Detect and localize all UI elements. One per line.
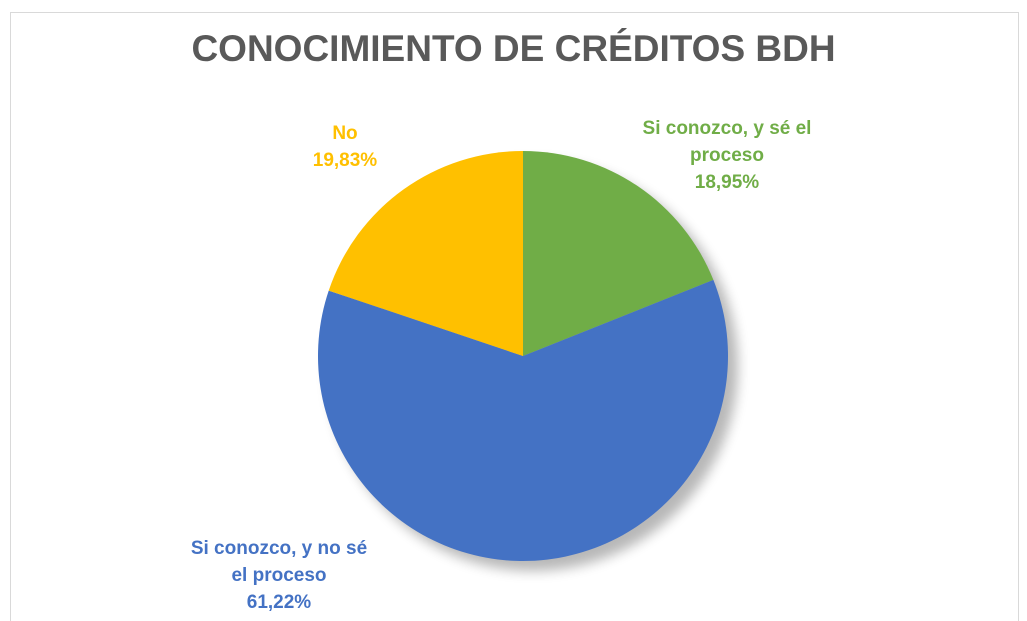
category-label: No bbox=[332, 123, 358, 144]
value-label: 18,95% bbox=[694, 172, 760, 193]
data-label: Si conozco, y sé el proceso 18,95% bbox=[637, 115, 817, 196]
data-label: Si conozco, y no sé el proceso 61,22% bbox=[187, 535, 372, 616]
pie-slice bbox=[317, 279, 728, 561]
value-label: 61,22% bbox=[246, 592, 312, 613]
value-label: 19,83% bbox=[312, 150, 378, 171]
data-label: No 19,83% bbox=[295, 120, 395, 174]
category-label: Si conozco, y sé el proceso bbox=[642, 118, 812, 166]
pie-slice bbox=[328, 151, 523, 356]
chart-title: CONOCIMIENTO DE CRÉDITOS BDH bbox=[191, 28, 836, 69]
chart-frame bbox=[10, 12, 1019, 621]
category-label: Si conozco, y no sé el proceso bbox=[190, 538, 368, 586]
pie-slice bbox=[523, 151, 714, 356]
